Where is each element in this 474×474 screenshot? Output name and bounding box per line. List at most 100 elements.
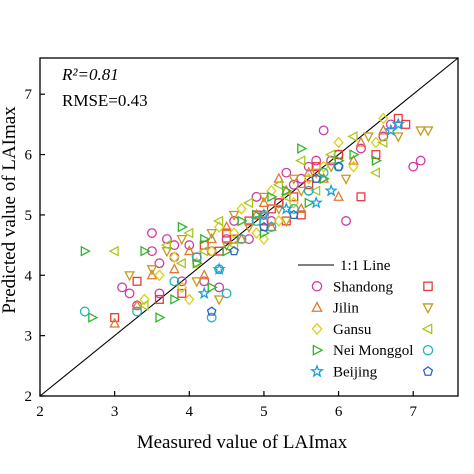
data-point [266,184,277,197]
data-point [267,191,278,203]
legend-swatch [311,281,323,292]
x-tick-labels: 2 3 4 5 6 7 [36,404,417,420]
data-point [266,204,276,214]
y-tick-labels: 2 3 4 5 6 7 [25,87,33,405]
data-point [280,191,291,203]
data-point [161,234,172,245]
legend-swatch [311,322,323,336]
y-tick-label: 7 [25,87,33,103]
data-point [206,245,217,258]
data-point [169,276,180,287]
data-point [147,246,157,257]
y-tick-label: 5 [25,208,33,224]
rmse-annotation: RMSE=0.43 [62,91,148,110]
data-point [154,269,165,282]
data-point [154,288,165,299]
data-point [348,160,359,173]
x-tick-label: 6 [335,404,343,420]
data-point [325,162,337,173]
data-point [170,294,181,305]
data-point [124,288,135,299]
data-point [378,131,389,142]
data-point [310,168,322,179]
data-point [297,143,308,154]
data-point [154,294,164,304]
data-point [154,258,165,269]
data-point [273,204,285,216]
data-point [282,185,293,197]
data-point [303,161,314,172]
y-tick-label: 6 [25,148,33,164]
legend-swatch [309,364,325,378]
data-point [304,180,314,190]
data-point [348,154,359,165]
legend-swatch [421,323,433,335]
data-point [309,195,323,209]
data-point [155,312,166,323]
data-point [183,227,194,239]
data-point [212,262,226,275]
data-point [288,209,299,220]
data-point [324,183,338,197]
series-8 [197,117,405,300]
data-point [347,131,358,142]
data-point [318,167,329,178]
data-point [117,282,128,293]
legend-swatch [423,281,433,292]
data-point [295,155,306,166]
data-point [236,234,247,245]
legend-label: Beijing [333,365,378,381]
data-point [228,210,240,222]
x-axis-label: Measured value of LAImax [137,432,348,453]
data-point [273,215,285,227]
data-point [384,123,398,137]
data-point [237,215,248,227]
data-point [221,234,232,245]
data-point [415,126,427,137]
r2-annotation: R²=0.81 [61,65,119,84]
data-point [146,269,158,280]
data-point [363,132,374,143]
data-point [213,215,224,227]
data-point [108,245,119,257]
data-point [176,281,187,294]
data-point [340,174,352,185]
data-point [288,179,299,190]
legend-swatch [311,301,323,312]
data-point [160,239,171,251]
data-point [415,155,426,166]
plot-axes [39,57,459,397]
data-point [272,179,283,191]
data-point [356,143,366,154]
data-point [393,113,403,123]
legend-swatch [312,344,324,356]
data-point [206,312,217,323]
data-point [310,185,321,197]
data-point [422,126,434,137]
data-point [369,167,380,179]
one-to-one-line [39,57,459,397]
data-point [281,167,292,178]
data-point [356,192,366,202]
data-point [304,197,315,209]
data-point [206,306,217,316]
data-point [288,196,299,209]
data-point [295,186,307,197]
data-point [191,277,203,288]
y-axis-label: Predicted value of LAImax [0,106,20,314]
data-point [183,245,195,256]
data-point [221,220,232,232]
data-point [349,149,360,160]
data-point [258,196,270,207]
legend-swatch [422,303,434,315]
data-point [242,197,254,209]
data-point [169,252,180,263]
data-point [274,198,284,208]
data-point [288,203,299,214]
data-point [221,288,232,299]
data-point [303,185,314,196]
x-tick-label: 4 [186,404,194,420]
data-point [236,202,247,215]
data-point [80,245,91,257]
